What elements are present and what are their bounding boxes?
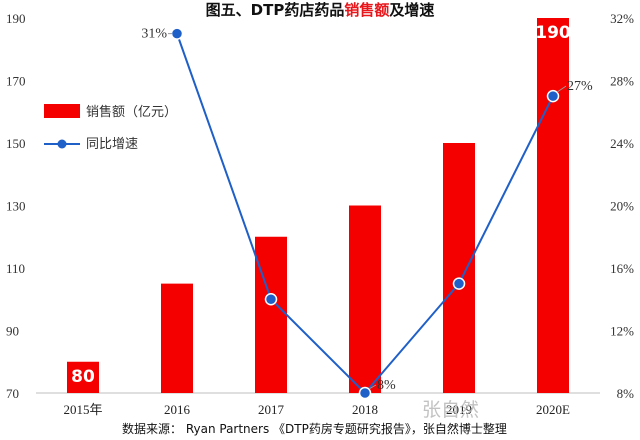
bar	[443, 143, 475, 393]
x-tick-label: 2020E	[536, 402, 570, 417]
line-point	[358, 386, 372, 400]
source-note: 数据来源： Ryan Partners 《DTP药房专题研究报告》，张自然博士整…	[122, 421, 507, 436]
bar-data-label: 190	[535, 23, 571, 43]
x-tick-label: 2017	[258, 402, 285, 417]
line-point	[170, 27, 184, 40]
x-tick-label: 2015年	[63, 402, 102, 417]
line-data-label: 31%	[141, 27, 167, 42]
chart-title: 图五、DTP药店药品销售额及增速	[206, 1, 435, 19]
chart-title-part1: 图五、DTP药店药品	[206, 1, 345, 19]
bar	[255, 236, 287, 393]
y-right-tick-label: 24%	[610, 136, 634, 151]
y-left-tick-label: 190	[6, 11, 26, 26]
line-series: 31% 8% 27%	[141, 27, 593, 400]
legend-bar-swatch	[44, 104, 80, 118]
y-right-tick-label: 8%	[617, 386, 635, 401]
y-right-tick-label: 20%	[610, 199, 634, 214]
bar	[67, 361, 99, 393]
y-right-tick-label: 16%	[610, 261, 634, 276]
x-tick-label: 2018	[352, 402, 378, 417]
chart-title-highlight: 销售额	[344, 1, 389, 19]
y-right-tick-label: 28%	[610, 74, 634, 89]
line-point	[452, 277, 466, 290]
bar	[349, 205, 381, 393]
y-left-tick-label: 150	[6, 136, 26, 151]
label-leader	[368, 384, 377, 390]
legend: 销售额（亿元） 同比增速	[44, 104, 177, 152]
y-left-tick-label: 170	[6, 74, 26, 89]
bar-data-label: 80	[71, 367, 95, 387]
bar	[537, 18, 569, 393]
y-left-tick-label: 130	[6, 199, 26, 214]
legend-line-marker	[57, 139, 67, 149]
y-left-tick-label: 90	[6, 324, 19, 339]
line-data-label: 27%	[567, 79, 593, 94]
x-tick-label: 2016	[164, 402, 191, 417]
x-tick-label: 2019	[446, 402, 472, 417]
chart-title-part3: 及增速	[389, 1, 434, 19]
bar	[161, 283, 193, 393]
line-data-label: 8%	[377, 378, 396, 393]
y-axis-right: 8% 12% 16% 20% 24% 28% 32%	[610, 11, 634, 401]
x-axis: 2015年 2016 2017 2018 2019 2020E	[63, 402, 570, 417]
y-left-tick-label: 70	[6, 386, 19, 401]
watermark: 张自然	[422, 399, 479, 421]
y-left-tick-label: 110	[6, 261, 25, 276]
line-point	[264, 293, 278, 306]
y-axis-left: 70 90 110 130 150 170 190	[6, 11, 26, 401]
line-point	[546, 89, 560, 103]
bar-series: 80 190	[67, 18, 571, 393]
legend-line-label: 同比增速	[86, 137, 138, 152]
y-right-tick-label: 12%	[610, 324, 634, 339]
label-leader	[556, 85, 567, 93]
legend-bar-label: 销售额（亿元）	[86, 104, 177, 120]
y-right-tick-label: 32%	[610, 11, 634, 26]
